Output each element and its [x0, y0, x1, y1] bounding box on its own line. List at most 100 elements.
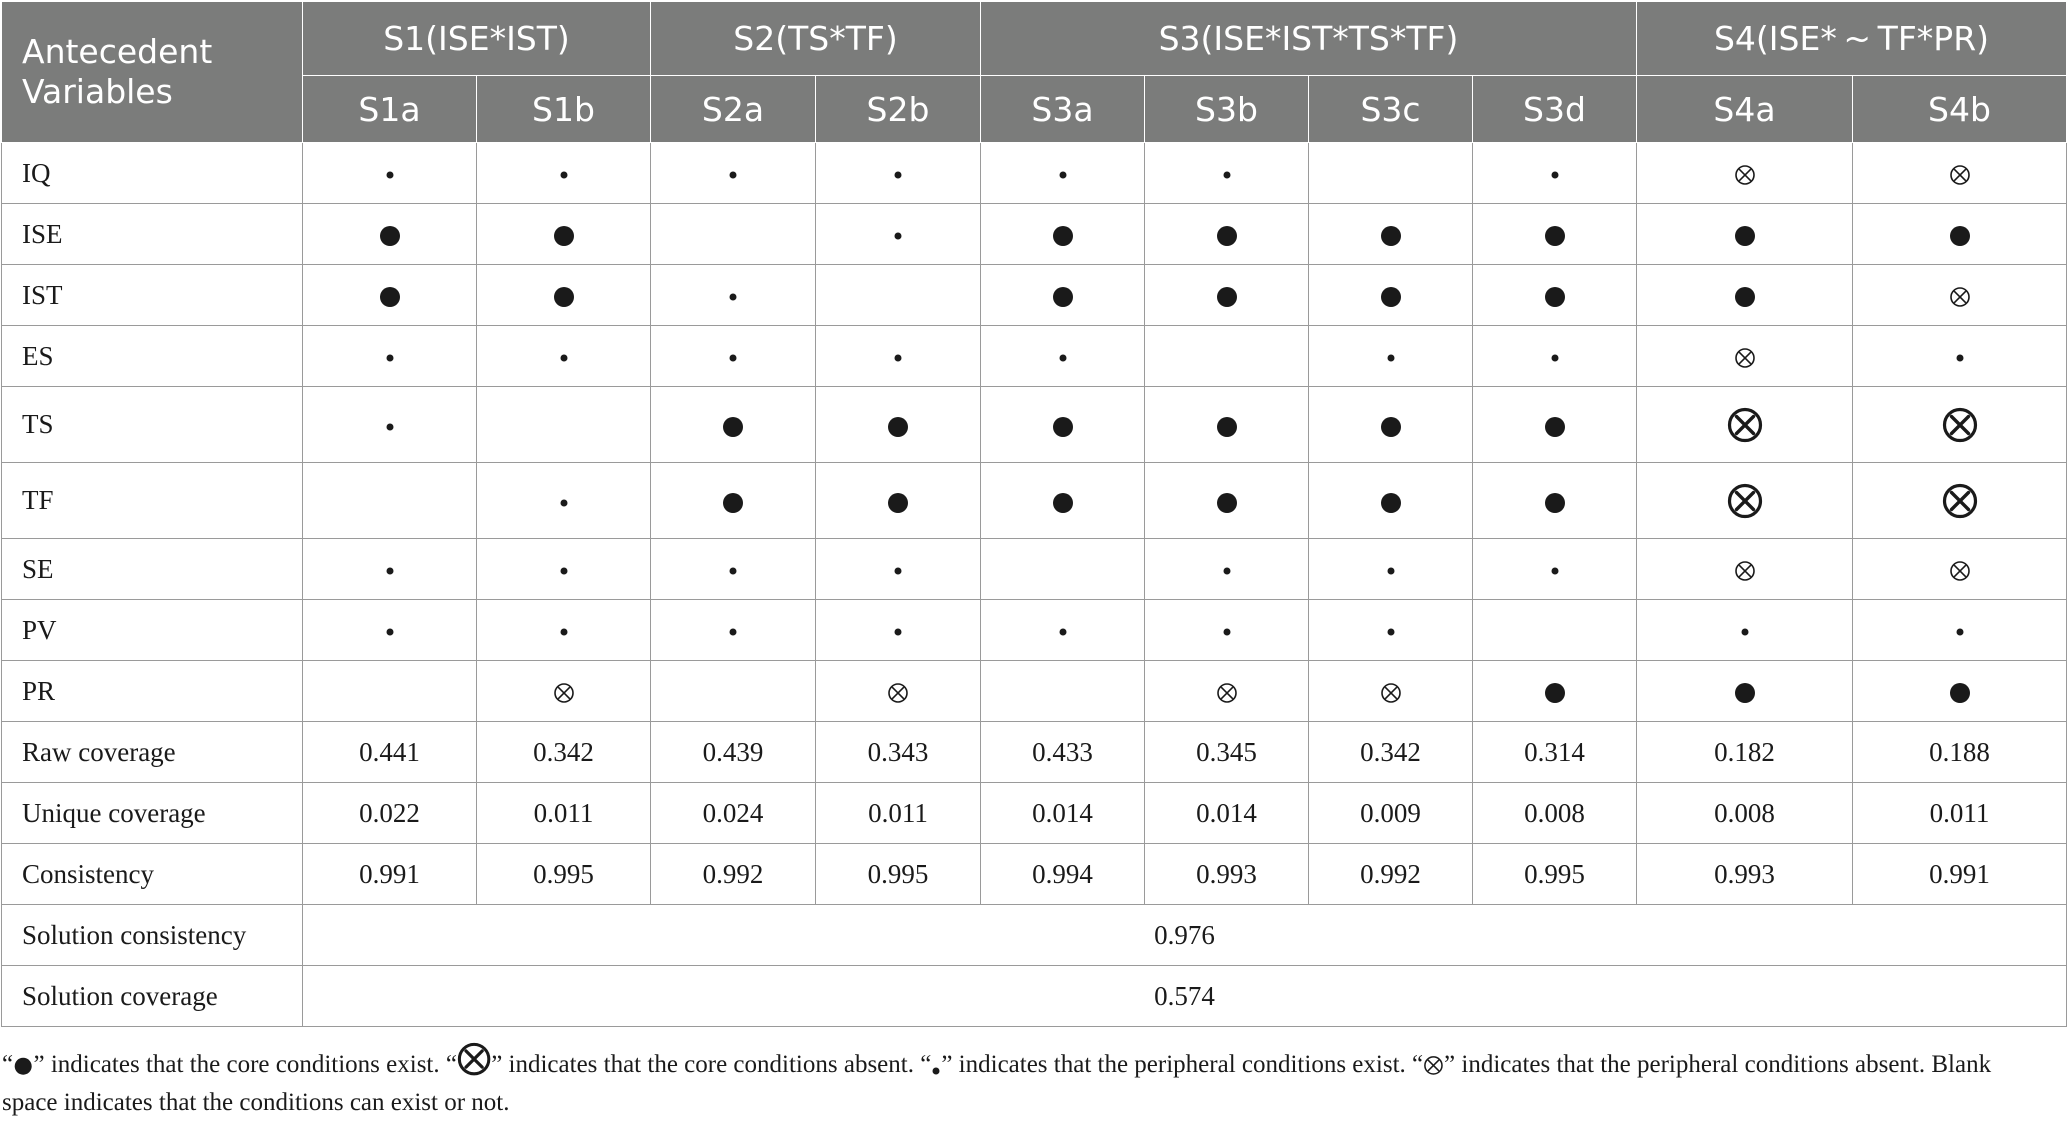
condition-cell: [650, 264, 816, 326]
condition-cell: [1852, 462, 2067, 539]
row-label: IST: [1, 264, 303, 326]
condition-cell: [815, 462, 981, 539]
core-exist-icon: [1216, 416, 1237, 437]
core-exist-icon: [1216, 226, 1237, 247]
table-row: IST: [1, 264, 2067, 326]
row-label: PR: [1, 660, 303, 722]
metric-value: 0.995: [1472, 843, 1637, 905]
condition-cell: [1308, 386, 1473, 463]
condition-cell: [476, 660, 651, 722]
metric-value: 0.991: [302, 843, 477, 905]
core-exist-icon: [1052, 287, 1073, 308]
metric-value: 0.314: [1472, 721, 1637, 783]
peripheral-absent-icon: [1734, 165, 1755, 186]
condition-cell: [476, 462, 651, 539]
condition-cell: [815, 142, 981, 204]
condition-cell: [650, 203, 816, 265]
peripheral-exist-icon: [386, 628, 393, 636]
condition-cell: [302, 599, 477, 661]
table-row: TS: [1, 386, 2067, 463]
condition-cell: [1144, 462, 1309, 539]
peripheral-exist-icon: [386, 423, 393, 431]
peripheral-exist-icon: [560, 567, 567, 575]
peripheral-exist-icon: [560, 171, 567, 179]
condition-cell: [1144, 325, 1309, 387]
condition-cell: [1472, 325, 1637, 387]
condition-cell: [1852, 203, 2067, 265]
condition-cell: [1852, 386, 2067, 463]
peripheral-exist-icon: [729, 628, 737, 636]
metric-value: 0.014: [980, 782, 1145, 844]
table-row: Raw coverage 0.441 0.342 0.439 0.343 0.433 0.3…: [1, 721, 2067, 783]
row-label: IQ: [1, 142, 303, 204]
peripheral-exist-icon: [894, 232, 902, 240]
condition-cell: [815, 538, 981, 600]
metric-value: 0.439: [650, 721, 816, 783]
condition-cell: [302, 386, 477, 463]
condition-cell: [1308, 325, 1473, 387]
peripheral-exist-icon: [1741, 628, 1748, 636]
metric-label: Raw coverage: [1, 721, 303, 783]
core-exist-icon: [14, 1057, 32, 1075]
table-footnote: “” indicates that the core conditions ex…: [2, 1042, 2042, 1122]
condition-cell: [476, 538, 651, 600]
core-exist-icon: [1052, 492, 1073, 513]
core-absent-icon: [1942, 483, 1977, 518]
condition-cell: [1852, 660, 2067, 722]
condition-cell: [1636, 386, 1853, 463]
condition-cell: [980, 462, 1145, 539]
core-exist-icon: [1544, 492, 1565, 513]
peripheral-exist-icon: [894, 628, 902, 636]
condition-cell: [1144, 386, 1309, 463]
peripheral-absent-icon: [1380, 683, 1401, 704]
peripheral-absent-icon: [553, 683, 574, 704]
condition-cell: [1472, 142, 1637, 204]
metric-value: 0.011: [476, 782, 651, 844]
corner-label: Antecedent Variables: [22, 32, 213, 111]
condition-cell: [980, 599, 1145, 661]
corner-header: Antecedent Variables: [1, 1, 303, 143]
condition-cell: [1308, 203, 1473, 265]
peripheral-exist-icon: [1956, 628, 1963, 636]
solution-value: 0.574: [302, 965, 2067, 1027]
condition-cell: [1472, 264, 1637, 326]
row-label: TF: [1, 462, 303, 539]
core-exist-icon: [1949, 683, 1970, 704]
condition-cell: [1144, 538, 1309, 600]
peripheral-exist-icon: [1059, 628, 1066, 636]
peripheral-exist-icon: [729, 354, 737, 362]
metric-value: 0.993: [1144, 843, 1309, 905]
core-exist-icon: [553, 226, 574, 247]
condition-cell: [1472, 203, 1637, 265]
peripheral-exist-icon: [386, 354, 393, 362]
condition-cell: [1852, 538, 2067, 600]
peripheral-exist-icon: [560, 628, 567, 636]
condition-cell: [1308, 538, 1473, 600]
metric-value: 0.991: [1852, 843, 2067, 905]
column-header: S2b: [815, 75, 981, 143]
metric-value: 0.993: [1636, 843, 1853, 905]
core-exist-icon: [553, 287, 574, 308]
table-row: Solution coverage 0.574: [1, 965, 2067, 1027]
condition-cell: [1636, 142, 1853, 204]
peripheral-exist-icon: [932, 1067, 940, 1075]
table-row: Unique coverage 0.022 0.011 0.024 0.011 0.014…: [1, 782, 2067, 844]
condition-cell: [650, 660, 816, 722]
peripheral-absent-icon: [1949, 287, 1970, 308]
metric-value: 0.022: [302, 782, 477, 844]
metric-value: 0.995: [815, 843, 981, 905]
core-exist-icon: [1734, 287, 1755, 308]
core-absent-icon: [1727, 483, 1762, 518]
peripheral-exist-icon: [1387, 628, 1394, 636]
core-exist-icon: [1052, 226, 1073, 247]
condition-cell: [302, 538, 477, 600]
peripheral-exist-icon: [729, 293, 737, 301]
core-exist-icon: [888, 416, 908, 437]
column-header: S3a: [980, 75, 1145, 143]
core-exist-icon: [888, 492, 908, 513]
legend-peripheral-absent: “” indicates that the peripheral conditi…: [1412, 1051, 1932, 1079]
core-exist-icon: [1734, 683, 1755, 704]
peripheral-absent-icon: [888, 683, 908, 704]
table-row: IQ: [1, 142, 2067, 204]
metric-label: Unique coverage: [1, 782, 303, 844]
